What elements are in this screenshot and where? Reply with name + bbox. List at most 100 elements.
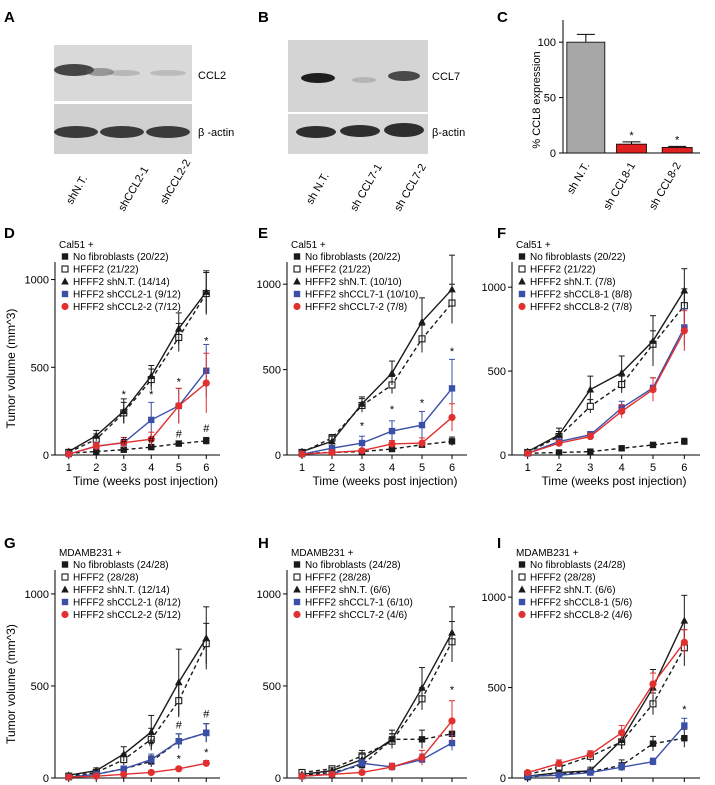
series-marker-5	[680, 327, 688, 335]
legend-label: HFFF2 shCCL7-1 (10/10)	[305, 290, 418, 301]
series-marker-legend-4	[518, 302, 526, 311]
lane-a-1: shN.T.	[64, 173, 90, 206]
x-tick-label: 1	[66, 462, 72, 474]
band-a-ccl2-3	[150, 70, 186, 76]
series-marker-3	[618, 729, 626, 737]
series-marker-1	[328, 770, 336, 778]
chart-c-bar	[616, 143, 647, 154]
legend-label: HFFF2 shCCL8-1 (8/8)	[530, 290, 632, 301]
series-marker-1	[92, 772, 100, 780]
series-marker-3	[388, 427, 396, 435]
x-tick-label: 2	[93, 462, 99, 474]
significance-mark: *	[177, 753, 182, 765]
series-marker-3	[147, 727, 156, 735]
significance-mark: *	[360, 420, 365, 432]
series-marker-legend-3	[518, 290, 526, 298]
series-marker-1	[328, 448, 336, 457]
series-line	[301, 641, 453, 774]
series-line	[301, 387, 453, 455]
series-marker-4	[649, 441, 657, 449]
series-marker-1	[93, 448, 100, 455]
series-line	[301, 733, 453, 776]
blot-a-label-1: CCL2	[198, 70, 226, 82]
chart-c-bar	[661, 147, 693, 154]
series-marker-3	[148, 416, 155, 424]
series-5	[524, 310, 688, 457]
series-line	[527, 641, 685, 774]
significance-mark: *	[149, 389, 154, 401]
series-marker-3	[388, 763, 396, 771]
legend-label: HFFF2 shN.T. (12/14)	[73, 585, 170, 596]
series-marker-5	[202, 634, 211, 642]
significance-mark: *	[420, 397, 425, 409]
series-marker-legend-0	[518, 253, 526, 260]
lane-b-1: sh N.T.	[304, 171, 332, 207]
series-marker-3	[148, 443, 155, 451]
series-marker-2	[119, 750, 128, 758]
y-axis-label: Tumor volume (mm^3)	[4, 624, 18, 744]
series-line	[301, 416, 453, 455]
series-5	[524, 629, 688, 777]
y-tick-label: 1000	[257, 279, 281, 291]
legend-label: HFFF2 shN.T. (14/14)	[73, 277, 170, 288]
significance-mark: *	[122, 389, 127, 401]
series-marker-1	[92, 431, 101, 439]
series-marker-3	[617, 368, 626, 376]
x-axis-label: Time (weeks post injection)	[73, 474, 218, 488]
series-marker-legend-2	[293, 585, 301, 593]
chart-c-ytick-label: 0	[550, 148, 556, 160]
band-b-actin-1	[296, 126, 336, 138]
y-tick-label: 0	[500, 450, 506, 462]
x-tick-label: 2	[556, 462, 562, 474]
series-marker-4	[418, 421, 426, 429]
series-3	[64, 270, 211, 455]
x-tick-label: 2	[329, 462, 335, 474]
legend-label: HFFF2 (21/22)	[73, 265, 139, 276]
series-marker-4	[174, 678, 183, 686]
x-tick-label: 4	[389, 462, 395, 474]
series-marker-1	[328, 444, 336, 452]
series-marker-legend-2	[518, 277, 526, 285]
legend-header: Cal51 +	[59, 240, 94, 251]
series-marker-legend-3	[293, 290, 301, 298]
legend-label: HFFF2 shCCL2-2 (5/12)	[73, 610, 181, 621]
series-line	[527, 440, 685, 455]
series-line	[301, 302, 453, 454]
y-tick-label: 1000	[482, 282, 506, 294]
series-marker-3	[147, 768, 155, 777]
y-tick-label: 1000	[257, 589, 281, 601]
legend-label: HFFF2 shCCL8-2 (4/6)	[530, 610, 632, 621]
chart-c-category: sh N.T.	[565, 161, 593, 197]
series-marker-5	[681, 438, 688, 445]
series-line	[527, 327, 685, 454]
band-b-ccl7-3	[388, 71, 420, 81]
y-tick-label: 500	[488, 683, 506, 695]
x-tick-label: 3	[587, 462, 593, 474]
significance-mark: *	[682, 704, 687, 716]
series-marker-legend-2	[61, 277, 69, 285]
series-marker-legend-3	[61, 290, 69, 298]
band-a-ccl2-1	[54, 64, 94, 76]
series-marker-4	[175, 402, 183, 410]
series-marker-2	[586, 750, 594, 759]
legend-header: MDAMB231 +	[59, 548, 122, 559]
series-marker-3	[388, 735, 396, 743]
x-tick-label: 1	[299, 462, 305, 474]
legend-label: HFFF2 shCCL2-2 (7/12)	[73, 302, 181, 313]
series-marker-1	[555, 759, 563, 768]
significance-mark: *	[390, 404, 395, 416]
series-marker-0	[524, 772, 531, 780]
series-marker-5	[681, 735, 688, 742]
significance-mark: *	[450, 684, 455, 696]
band-a-ccl2-2	[108, 70, 140, 76]
x-axis-label: Time (weeks post injection)	[313, 474, 458, 488]
y-tick-label: 500	[31, 681, 49, 693]
series-marker-2	[120, 765, 127, 772]
series-marker-3	[388, 369, 396, 377]
y-tick-label: 500	[263, 365, 281, 377]
chart-c-sig: *	[675, 134, 680, 146]
series-marker-5	[448, 438, 456, 445]
legend-header: Cal51 +	[516, 240, 551, 251]
